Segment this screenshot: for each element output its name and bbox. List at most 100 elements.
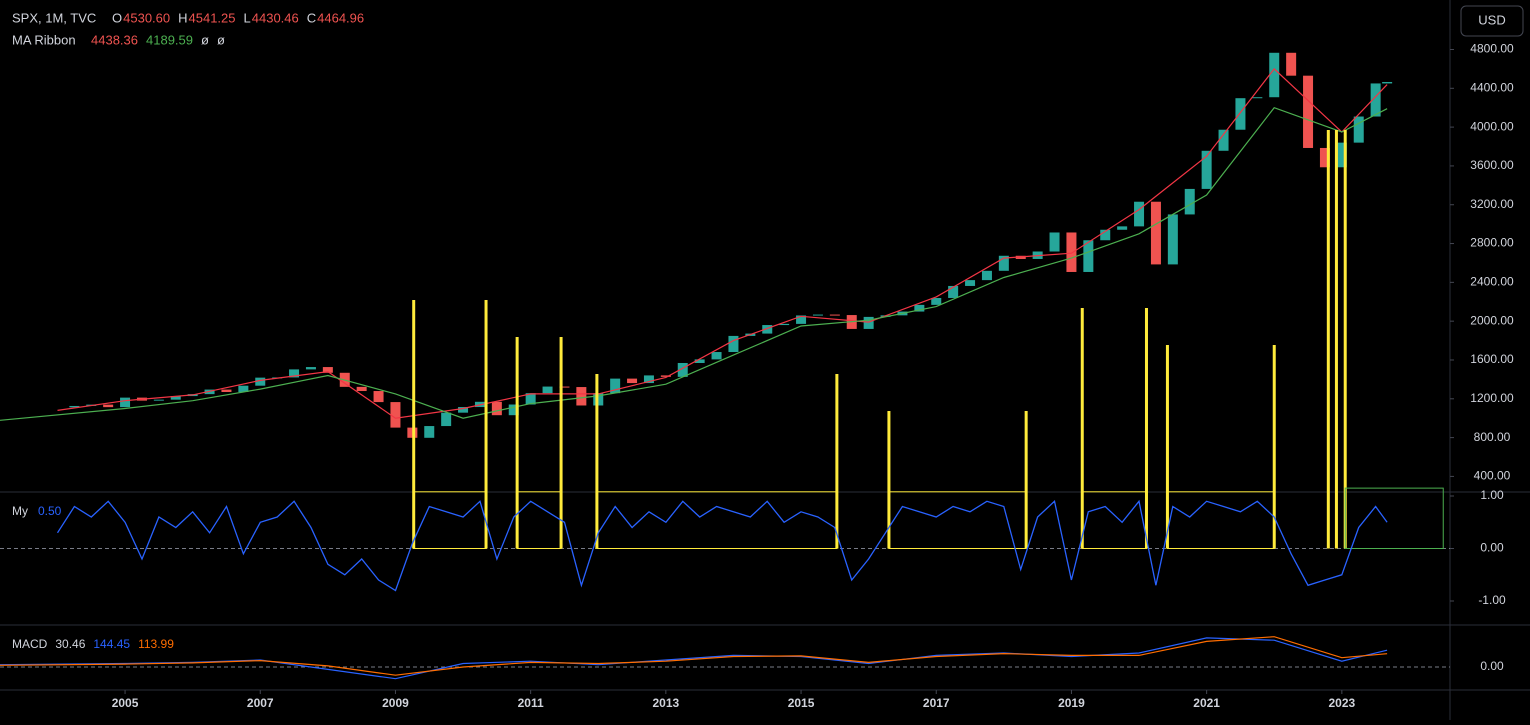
candle [559, 386, 570, 388]
candle [931, 297, 942, 305]
y-tick-label: 800.00 [1474, 430, 1511, 444]
x-tick-label: 2013 [652, 696, 679, 710]
symbol: SPX, 1M, TVC [12, 10, 96, 25]
candle [914, 304, 925, 312]
x-tick-label: 2005 [112, 696, 139, 710]
moving-average [57, 68, 1388, 419]
candle [660, 375, 671, 377]
candle [542, 386, 553, 394]
macd-line [0, 636, 1388, 676]
candle [1201, 150, 1212, 189]
y-tick-label: 3600.00 [1470, 158, 1514, 172]
y-tick-label: 0.00 [1480, 659, 1504, 673]
candle [289, 369, 300, 378]
candle [255, 377, 266, 386]
candle [238, 385, 249, 392]
candle [322, 367, 333, 373]
candle [424, 426, 435, 438]
ohlc-label: L [244, 10, 251, 25]
ma-value: ø [201, 32, 209, 47]
candle [508, 404, 519, 416]
y-tick-label: 2400.00 [1470, 275, 1514, 289]
candle [1218, 129, 1229, 151]
x-tick-label: 2007 [247, 696, 274, 710]
ohlc-label: H [178, 10, 187, 25]
candle [694, 359, 705, 363]
indicator-value: 113.99 [138, 637, 174, 651]
candle [610, 378, 621, 394]
x-tick-label: 2021 [1193, 696, 1220, 710]
candle [373, 391, 384, 403]
candle [120, 397, 131, 408]
moving-average [0, 106, 1388, 421]
candle [948, 285, 959, 298]
candle [1235, 98, 1246, 130]
macd-line [0, 637, 1388, 680]
ohlc-label: C [307, 10, 316, 25]
plot-layer: O 4530.60 H 4541.25 L 4430.46 C 4464.96 4438.36 4… [0, 10, 1514, 710]
candle [1049, 232, 1060, 252]
ma-value: ø [217, 32, 225, 47]
candle [1382, 81, 1393, 84]
y-tick-label: 2000.00 [1470, 313, 1514, 327]
currency[interactable]: USD [1478, 12, 1505, 27]
candle [390, 402, 401, 428]
candle [829, 314, 840, 316]
y-tick-label: 1.00 [1480, 488, 1504, 502]
x-tick-label: 2015 [788, 696, 815, 710]
candle [1269, 52, 1280, 98]
x-tick-label: 2009 [382, 696, 409, 710]
candle [965, 280, 976, 286]
y-tick-label: 3200.00 [1470, 197, 1514, 211]
candle [1353, 116, 1364, 143]
ma-value: 4438.36 [91, 32, 138, 47]
candle [576, 387, 587, 406]
candle [1100, 229, 1111, 241]
candle [1150, 201, 1161, 265]
candle [1303, 75, 1314, 148]
candle [998, 255, 1009, 271]
y-tick-label: 1600.00 [1470, 352, 1514, 366]
candle [1336, 142, 1347, 168]
candle [1117, 226, 1128, 230]
open-signal-box [1344, 487, 1444, 549]
ma-label: MA Ribbon [12, 32, 76, 47]
candle [1184, 188, 1195, 215]
candle [305, 367, 316, 370]
candle [441, 412, 452, 427]
ohlc-value: 4464.96 [317, 10, 364, 25]
candle [221, 389, 232, 392]
candle [627, 378, 638, 384]
candle [643, 375, 654, 384]
candle [981, 270, 992, 281]
ohlc-label: O [112, 10, 122, 25]
y-tick-label: 0.00 [1480, 541, 1504, 555]
x-tick-label: 2011 [518, 696, 544, 710]
candle [779, 323, 790, 326]
candle [1286, 52, 1297, 76]
currency-button[interactable] [1460, 5, 1524, 37]
candle [491, 401, 502, 416]
candle [1252, 97, 1263, 99]
y-tick-label: -1.00 [1478, 593, 1506, 607]
indicator-value: 30.46 [55, 637, 85, 651]
ohlc-value: 4541.25 [189, 10, 236, 25]
y-tick-label: 400.00 [1474, 469, 1511, 483]
ohlc-value: 4430.46 [252, 10, 299, 25]
candle [863, 316, 874, 329]
y-tick-label: 4400.00 [1470, 80, 1514, 94]
candle [1083, 240, 1094, 272]
ohlc-value: 4530.60 [123, 10, 170, 25]
y-tick-label: 4800.00 [1470, 42, 1514, 56]
x-tick-label: 2019 [1058, 696, 1085, 710]
x-tick-label: 2023 [1328, 696, 1355, 710]
candle [170, 396, 181, 400]
candle [1167, 214, 1178, 265]
y-tick-label: 1200.00 [1470, 391, 1514, 405]
indicator-name: My [12, 504, 28, 518]
candle [69, 405, 80, 408]
candle [677, 362, 688, 377]
candle [103, 404, 114, 408]
